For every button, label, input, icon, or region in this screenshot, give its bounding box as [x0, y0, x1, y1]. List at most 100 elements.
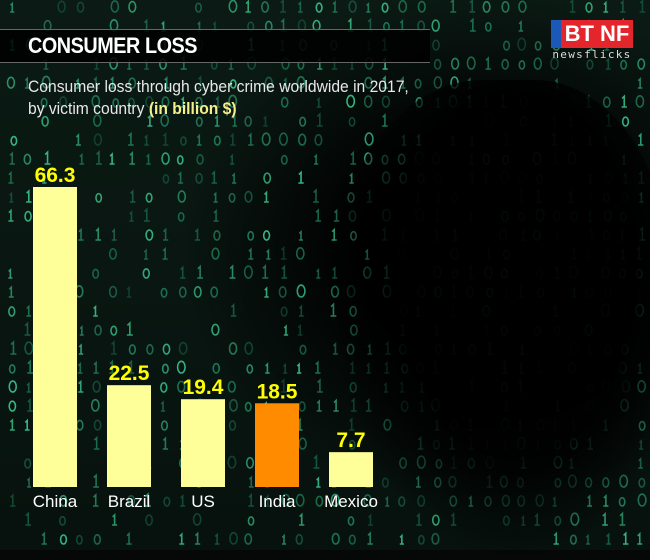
bar-us — [181, 399, 225, 487]
binary-one-glyph — [109, 359, 116, 374]
binary-one-glyph — [231, 172, 237, 184]
binary-one-glyph — [603, 0, 609, 13]
binary-one-glyph — [110, 340, 117, 355]
binary-one-glyph — [230, 132, 236, 146]
binary-zero-glyph — [160, 287, 168, 298]
binary-zero-glyph — [161, 363, 169, 374]
binary-one-glyph — [126, 321, 133, 336]
binary-one-glyph — [144, 134, 149, 146]
binary-zero-glyph — [162, 174, 170, 184]
category-label: Mexico — [324, 492, 378, 511]
binary-zero-glyph — [299, 116, 307, 127]
value-label: 66.3 — [35, 164, 76, 187]
binary-zero-glyph — [518, 60, 526, 70]
binary-one-glyph — [78, 343, 84, 355]
binary-zero-glyph — [196, 153, 204, 165]
binary-zero-glyph — [91, 95, 101, 108]
binary-zero-glyph — [24, 210, 32, 222]
binary-zero-glyph — [41, 75, 51, 89]
title-band: CONSUMER LOSS — [0, 29, 430, 63]
binary-one-glyph — [24, 321, 31, 336]
binary-zero-glyph — [40, 97, 48, 108]
binary-one-glyph — [382, 75, 388, 89]
binary-zero-glyph — [176, 155, 184, 165]
binary-one-glyph — [25, 511, 32, 526]
binary-zero-glyph — [586, 59, 594, 70]
binary-zero-glyph — [348, 0, 357, 13]
binary-zero-glyph — [243, 265, 253, 279]
binary-zero-glyph — [213, 230, 221, 241]
binary-zero-glyph — [381, 95, 391, 108]
binary-one-glyph — [144, 492, 151, 507]
binary-one-glyph — [9, 418, 15, 431]
binary-one-glyph — [8, 285, 14, 298]
binary-one-glyph — [265, 362, 270, 374]
binary-zero-glyph — [330, 493, 340, 507]
binary-one-glyph — [42, 172, 47, 184]
binary-one-glyph — [92, 493, 99, 507]
binary-one-glyph — [248, 475, 254, 488]
binary-one-glyph — [263, 115, 268, 127]
binary-zero-glyph — [161, 96, 170, 108]
binary-one-glyph — [130, 189, 136, 203]
binary-zero-glyph — [247, 516, 255, 526]
binary-one-glyph — [129, 210, 134, 222]
binary-one-glyph — [194, 531, 201, 545]
binary-zero-glyph — [550, 57, 559, 70]
binary-one-glyph — [179, 532, 185, 545]
binary-zero-glyph — [296, 76, 306, 89]
binary-one-glyph — [196, 133, 202, 146]
binary-zero-glyph — [110, 325, 118, 336]
binary-one-glyph — [264, 286, 269, 298]
binary-zero-glyph — [414, 78, 422, 89]
binary-zero-glyph — [295, 247, 305, 260]
binary-zero-glyph — [10, 135, 18, 146]
binary-zero-glyph — [450, 57, 460, 70]
bar-brazil — [107, 385, 151, 487]
binary-one-glyph — [10, 340, 17, 355]
binary-one-glyph — [248, 132, 254, 146]
binary-zero-glyph — [92, 380, 101, 393]
binary-one-glyph — [146, 153, 151, 165]
binary-one-glyph — [79, 325, 84, 336]
binary-one-glyph — [366, 1, 371, 13]
binary-one-glyph — [111, 228, 117, 241]
binary-one-glyph — [128, 131, 134, 146]
binary-one-glyph — [93, 304, 98, 317]
binary-zero-glyph — [518, 0, 527, 13]
binary-zero-glyph — [142, 268, 150, 279]
binary-zero-glyph — [128, 77, 137, 89]
binary-one-glyph — [280, 0, 286, 13]
binary-zero-glyph — [145, 192, 153, 203]
binary-zero-glyph — [8, 306, 16, 317]
binary-zero-glyph — [501, 58, 509, 70]
binary-one-glyph — [162, 227, 169, 241]
binary-zero-glyph — [533, 57, 543, 70]
binary-zero-glyph — [398, 0, 408, 13]
binary-one-glyph — [194, 227, 201, 241]
binary-one-glyph — [9, 191, 14, 203]
binary-zero-glyph — [213, 135, 221, 146]
binary-one-glyph — [605, 57, 611, 70]
binary-zero-glyph — [24, 458, 32, 469]
binary-one-glyph — [620, 0, 626, 13]
binary-one-glyph — [313, 188, 319, 203]
binary-one-glyph — [41, 531, 47, 545]
binary-zero-glyph — [502, 40, 511, 51]
binary-one-glyph — [26, 189, 32, 203]
binary-zero-glyph — [364, 76, 373, 89]
unit-label: (in billion $) — [148, 99, 237, 118]
binary-zero-glyph — [348, 534, 356, 545]
binary-one-glyph — [518, 20, 524, 32]
binary-zero-glyph — [193, 286, 202, 298]
binary-one-glyph — [639, 0, 646, 13]
binary-zero-glyph — [245, 456, 255, 469]
binary-zero-glyph — [431, 19, 440, 32]
binary-zero-glyph — [41, 115, 49, 127]
binary-zero-glyph — [160, 382, 168, 393]
binary-one-glyph — [93, 473, 100, 488]
binary-one-glyph — [265, 494, 271, 507]
binary-zero-glyph — [177, 380, 186, 393]
binary-zero-glyph — [280, 96, 289, 108]
bar-india — [255, 403, 299, 487]
